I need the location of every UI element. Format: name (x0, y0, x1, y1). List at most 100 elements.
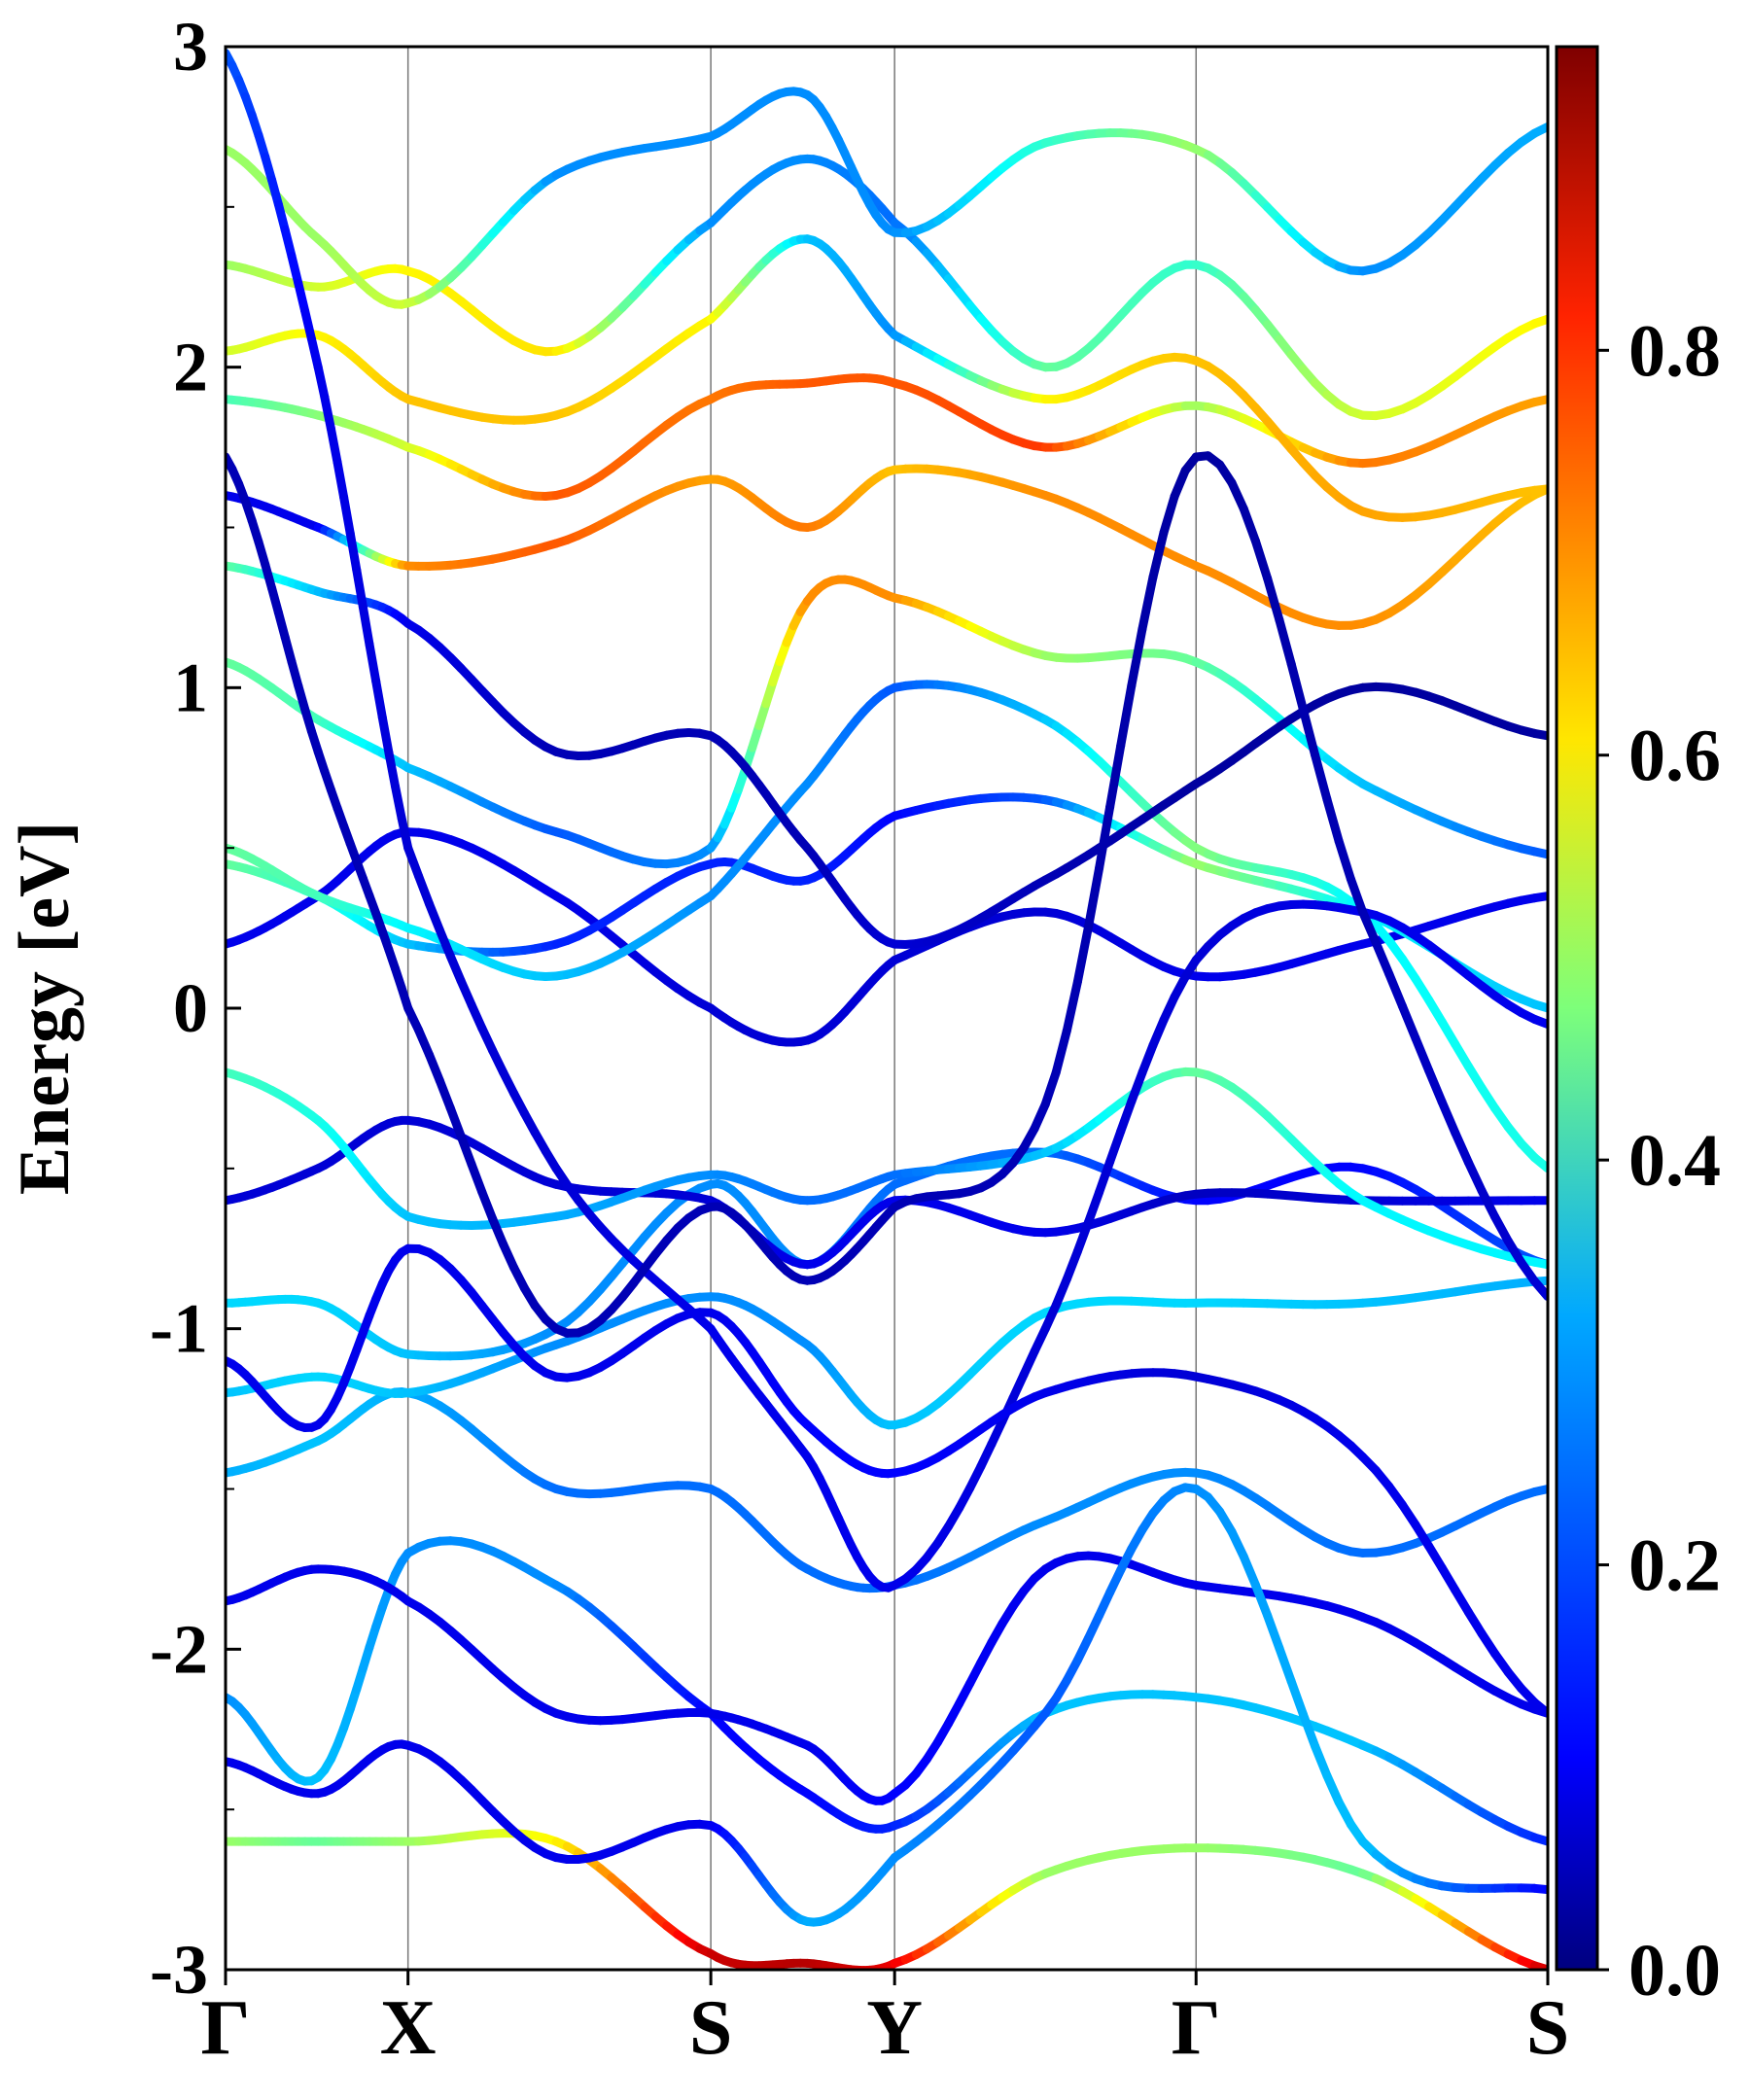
band-segment (1250, 1580, 1273, 1621)
band-segment (1298, 705, 1320, 760)
band-segment (313, 363, 330, 402)
band-segment (1239, 1552, 1260, 1590)
band-segment (435, 1076, 455, 1113)
band-line (226, 451, 1548, 1338)
band-segment (1105, 1127, 1126, 1167)
band-segment (306, 334, 323, 372)
band-segment (1529, 122, 1548, 138)
band-segment (358, 603, 374, 649)
band-segment (1239, 504, 1260, 545)
band-segment (1159, 492, 1179, 538)
y-tick-label: 2 (173, 329, 208, 406)
band-segment (435, 926, 455, 961)
band-segment (1286, 659, 1308, 715)
band-segment (1116, 1097, 1137, 1137)
band-segment (1529, 1014, 1548, 1029)
band-segment (1529, 484, 1548, 495)
band-segment (1105, 741, 1126, 812)
band-segment (1286, 1677, 1308, 1719)
colorbar-tick-label: 0.6 (1628, 716, 1721, 797)
x-tick-label: Γ (1172, 1985, 1221, 2071)
band-line (226, 49, 1548, 1592)
band-segment (1250, 536, 1273, 583)
y-tick-label: -2 (150, 1610, 208, 1688)
band-line (226, 1243, 1548, 1718)
band-segment (1529, 1698, 1548, 1718)
band-segment (371, 677, 387, 722)
band-line (226, 1536, 1548, 1846)
band-segment (414, 871, 434, 908)
band-segment (320, 392, 335, 434)
band-segment (1358, 907, 1381, 947)
band-segment (1311, 751, 1332, 804)
band-segment (1529, 1833, 1548, 1846)
band-segment (377, 713, 394, 757)
band-segment (1529, 314, 1548, 329)
band-segment (1463, 1158, 1487, 1196)
x-tick-label: S (689, 1985, 733, 2071)
colorbar-tick-label: 0.8 (1628, 310, 1721, 392)
band-segment (1062, 977, 1082, 1035)
y-tick-label: -1 (150, 1290, 208, 1368)
band-segment (352, 565, 368, 612)
colorbar-tick-label: 0.4 (1628, 1120, 1721, 1202)
band-segment (1263, 574, 1284, 625)
bands (226, 49, 1548, 1970)
band-segment (1529, 1485, 1548, 1496)
band-segment (1084, 863, 1104, 931)
band-segment (326, 424, 342, 467)
band-segment (1030, 1100, 1050, 1134)
band-segment (1529, 999, 1548, 1013)
band-segment (445, 951, 466, 986)
band-segment (1322, 1770, 1344, 1807)
band-segment (467, 1160, 487, 1197)
band-line (226, 1067, 1548, 1270)
band-line (226, 1276, 1548, 1430)
band-segment (1529, 1277, 1548, 1302)
band-segment (1040, 1068, 1061, 1109)
band-segment (1371, 938, 1394, 979)
band-segment (1227, 1527, 1248, 1561)
band-segment (384, 748, 400, 791)
band-segment (488, 1214, 508, 1249)
y-axis-ticks: -3 -2 -1 0 1 2 3 (150, 8, 241, 2009)
band-segment (456, 1132, 476, 1169)
band-segment (280, 225, 297, 261)
band-segment (1529, 1883, 1548, 1895)
band-segment (287, 251, 303, 288)
band-segment (1138, 1040, 1158, 1077)
colorbar-tick-label: 0.0 (1628, 1930, 1721, 2012)
band-segment (424, 1050, 444, 1085)
band-segment (1311, 1741, 1332, 1780)
plot-area: -3 -2 -1 0 1 2 3 Γ X S Y Γ S (150, 8, 1569, 2071)
x-tick-label: S (1526, 1985, 1570, 2071)
band-segment (414, 1026, 434, 1060)
band-segment (1072, 1217, 1093, 1256)
band-segment (1275, 615, 1296, 669)
colorbar-gradient (1555, 45, 1599, 1972)
band-segment (1298, 1709, 1320, 1751)
band-segment (1529, 395, 1548, 407)
band-segment (1138, 573, 1158, 634)
band-segment (1529, 847, 1548, 859)
band-segment (397, 814, 413, 853)
band-segment (365, 640, 381, 686)
band-segment (1529, 728, 1548, 741)
colorbar-tick-label: 0.2 (1628, 1525, 1721, 1607)
band-segment (1437, 1098, 1460, 1138)
x-tick-label: Y (866, 1985, 923, 2071)
band-segment (1095, 1157, 1115, 1197)
band-line (226, 234, 1548, 522)
band-segment (1397, 1001, 1420, 1043)
band-line (226, 1115, 1548, 1270)
band-line (226, 680, 1548, 1173)
band-segment (1148, 1015, 1169, 1050)
band-segment (1322, 794, 1344, 846)
band-segment (1051, 1026, 1071, 1077)
band-segment (1529, 1153, 1548, 1173)
y-tick-label: 0 (173, 969, 208, 1047)
colorbar-ticks: 0.0 0.2 0.4 0.6 0.8 (1597, 310, 1721, 2012)
band-segment (1275, 1643, 1296, 1686)
band-line (226, 561, 1548, 949)
colorbar: 0.0 0.2 0.4 0.6 0.8 (1555, 45, 1721, 2012)
